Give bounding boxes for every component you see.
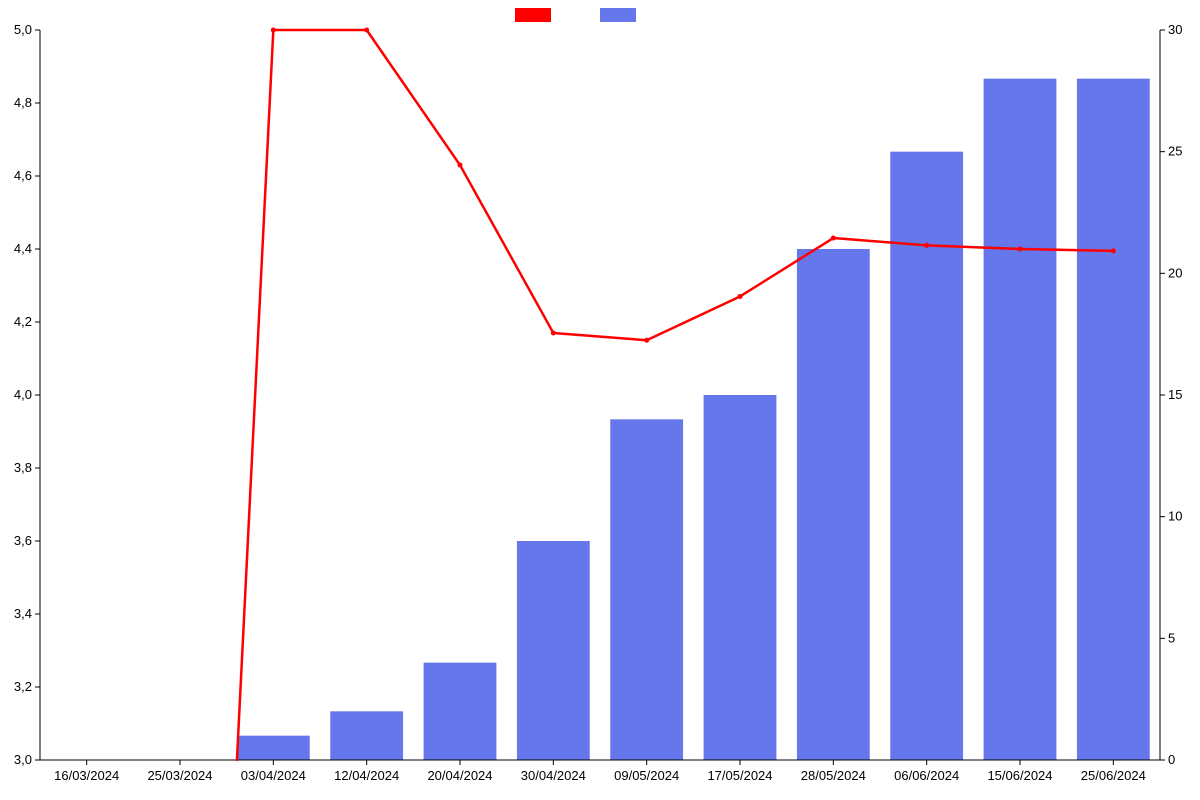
x-tick-label: 28/05/2024 — [801, 768, 866, 783]
y-right-tick-label: 15 — [1168, 387, 1182, 402]
y-left-tick-label: 4,6 — [14, 168, 32, 183]
y-right-tick-label: 30 — [1168, 22, 1182, 37]
x-tick-label: 17/05/2024 — [707, 768, 772, 783]
y-left-tick-label: 4,0 — [14, 387, 32, 402]
y-left-tick-label: 3,6 — [14, 533, 32, 548]
y-right-tick-label: 0 — [1168, 752, 1175, 767]
y-right-tick-label: 20 — [1168, 265, 1182, 280]
bar — [610, 419, 683, 760]
bar — [704, 395, 777, 760]
line-marker — [551, 330, 556, 335]
bar — [517, 541, 590, 760]
x-tick-label: 16/03/2024 — [54, 768, 119, 783]
line-marker — [831, 236, 836, 241]
y-left-tick-label: 3,2 — [14, 679, 32, 694]
x-tick-label: 30/04/2024 — [521, 768, 586, 783]
x-tick-label: 25/06/2024 — [1081, 768, 1146, 783]
line-marker — [458, 163, 463, 168]
bar — [797, 249, 870, 760]
chart-canvas: 3,0 3,2 3,4 3,6 3,8 4,0 4,2 4,4 4,6 4,8 5,0 0 5 10 15 2… — [0, 0, 1200, 800]
bar — [424, 663, 497, 760]
bar — [984, 79, 1057, 760]
line-marker — [1111, 248, 1116, 253]
x-tick-label: 03/04/2024 — [241, 768, 306, 783]
line-marker — [644, 338, 649, 343]
bar — [330, 711, 403, 760]
line-marker — [364, 28, 369, 33]
y-left-tick-label: 5,0 — [14, 22, 32, 37]
x-tick-label: 25/03/2024 — [147, 768, 212, 783]
y-left-tick-label: 3,0 — [14, 752, 32, 767]
y-left-tick-label: 4,4 — [14, 241, 32, 256]
legend-bar-swatch — [600, 8, 636, 22]
x-tick-label: 09/05/2024 — [614, 768, 679, 783]
x-tick-label: 12/04/2024 — [334, 768, 399, 783]
line-marker — [924, 243, 929, 248]
line-marker — [1018, 247, 1023, 252]
y-left-tick-label: 4,2 — [14, 314, 32, 329]
x-tick-label: 15/06/2024 — [987, 768, 1052, 783]
bar — [237, 736, 310, 760]
line-marker — [738, 294, 743, 299]
y-left-tick-label: 4,8 — [14, 95, 32, 110]
y-left-tick-label: 3,4 — [14, 606, 32, 621]
bar — [1077, 79, 1150, 760]
y-right-tick-label: 25 — [1168, 144, 1182, 159]
legend-line-swatch — [515, 8, 551, 22]
x-tick-label: 06/06/2024 — [894, 768, 959, 783]
combo-chart: 3,0 3,2 3,4 3,6 3,8 4,0 4,2 4,4 4,6 4,8 5,0 0 5 10 15 2… — [0, 0, 1200, 800]
y-right-tick-label: 5 — [1168, 630, 1175, 645]
x-tick-label: 20/04/2024 — [427, 768, 492, 783]
y-left-tick-label: 3,8 — [14, 460, 32, 475]
y-right-tick-label: 10 — [1168, 509, 1182, 524]
line-marker — [271, 28, 276, 33]
